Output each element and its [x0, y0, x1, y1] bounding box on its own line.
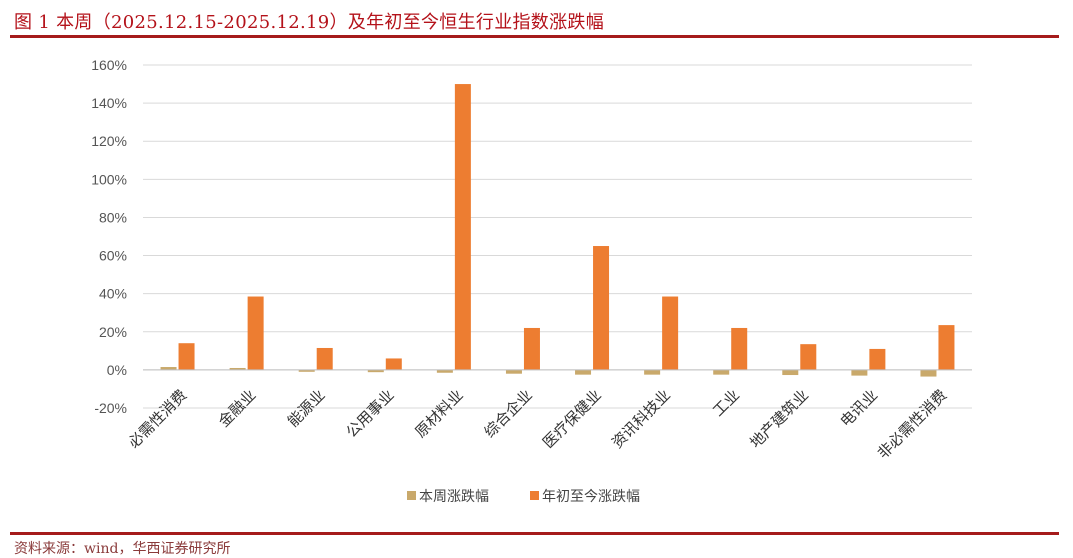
- x-tick-label: 非必需性消费: [874, 386, 950, 462]
- weekly-bar: [782, 369, 799, 376]
- figure-source: 资料来源：wind，华西证券研究所: [14, 541, 231, 557]
- y-tick-label: 0%: [107, 362, 127, 378]
- ytd-bar: [662, 296, 679, 370]
- legend-swatch: [530, 491, 539, 500]
- y-tick-label: 60%: [99, 248, 127, 264]
- ytd-bar: [869, 348, 886, 370]
- y-tick-label: 100%: [91, 171, 127, 187]
- legend-swatch: [407, 491, 416, 500]
- weekly-bar: [436, 369, 453, 373]
- x-tick-label: 公用事业: [342, 386, 397, 441]
- ytd-bar: [178, 343, 195, 370]
- y-tick-label: 160%: [91, 57, 127, 73]
- weekly-bar: [229, 367, 246, 370]
- y-tick-label: 140%: [91, 95, 127, 111]
- weekly-bar: [367, 369, 384, 373]
- x-tick-label: 原材料业: [412, 386, 467, 441]
- x-tick-label: 综合企业: [481, 386, 536, 441]
- weekly-bar: [575, 369, 592, 375]
- x-tick-label: 必需性消费: [125, 386, 191, 452]
- weekly-bar: [713, 369, 730, 375]
- title-rule: [10, 35, 1059, 38]
- legend-label: 本周涨跌幅: [419, 489, 489, 505]
- y-tick-label: 80%: [99, 209, 127, 225]
- weekly-bar: [298, 369, 315, 372]
- bar-chart: 160%140%120%100%80%60%40%20%0%-20%必需性消费金…: [91, 57, 972, 505]
- weekly-bar: [505, 369, 522, 374]
- ytd-bar: [731, 327, 748, 370]
- ytd-bar: [385, 358, 402, 370]
- figure-title: 图 1 本周（2025.12.15-2025.12.19）及年初至今恒生行业指数…: [14, 12, 604, 33]
- x-tick-label: 工业: [709, 386, 743, 420]
- ytd-bar: [593, 246, 610, 370]
- y-tick-label: 20%: [99, 324, 127, 340]
- ytd-bar: [938, 325, 955, 370]
- x-tick-label: 地产建筑业: [746, 386, 812, 452]
- legend-label: 年初至今涨跌幅: [542, 488, 640, 505]
- weekly-bar: [851, 369, 868, 376]
- ytd-bar: [316, 347, 333, 370]
- y-tick-label: -20%: [94, 400, 127, 416]
- ytd-bar: [523, 327, 540, 370]
- x-tick-label: 医疗保健业: [539, 386, 605, 452]
- source-rule: [10, 532, 1059, 535]
- y-tick-label: 40%: [99, 286, 127, 302]
- weekly-bar: [920, 369, 937, 377]
- ytd-bar: [247, 296, 264, 370]
- x-tick-label: 资讯科技业: [608, 386, 674, 452]
- ytd-bar: [454, 84, 471, 370]
- y-tick-label: 120%: [91, 133, 127, 149]
- ytd-bar: [800, 344, 817, 370]
- figure-header: 图 1 本周（2025.12.15-2025.12.19）及年初至今恒生行业指数…: [14, 8, 1059, 36]
- weekly-bar: [160, 367, 177, 370]
- weekly-bar: [644, 369, 661, 375]
